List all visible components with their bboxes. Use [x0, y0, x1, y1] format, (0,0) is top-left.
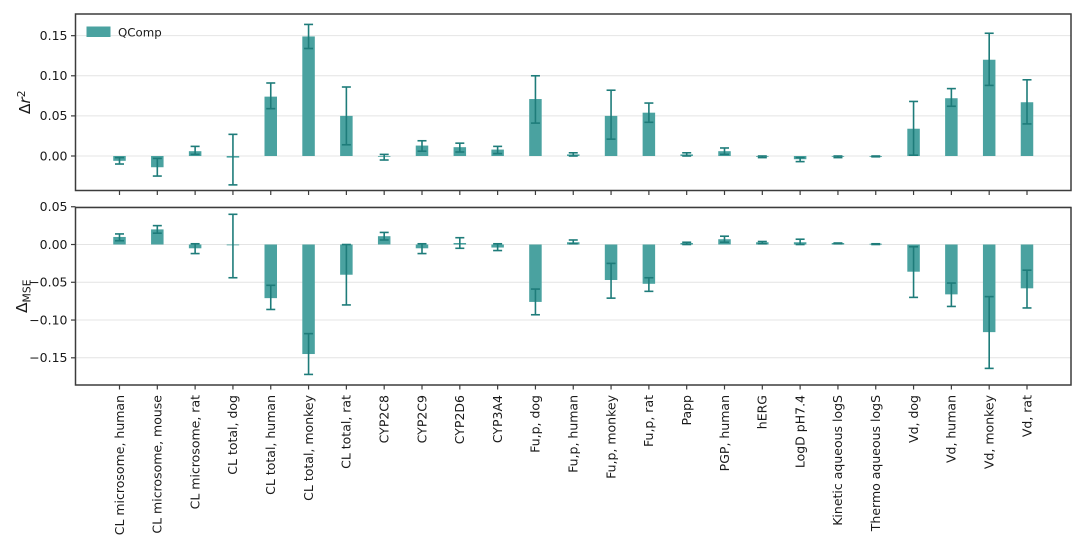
x-category-label: CL total, dog: [225, 395, 240, 475]
bar: [642, 244, 656, 284]
y-axis: 0.05 0.00 −0.05 −0.10 −0.15: [29, 199, 76, 365]
bar: [982, 244, 996, 333]
bottom-subplot: 0.05 0.00 −0.05 −0.10 −0.15 ΔMSE: [13, 199, 1072, 390]
legend: QComp: [86, 26, 162, 40]
y-tick-label: 0.15: [40, 28, 68, 43]
x-category-label: Fu,p, human: [566, 395, 581, 473]
x-category-label: hERG: [755, 395, 770, 429]
bar: [529, 99, 542, 157]
x-category-labels: CL microsome, human CL microsome, mouse CL…: [112, 394, 1035, 535]
y-tick-label: 0.05: [40, 108, 68, 123]
top-subplot: 0.00 0.05 0.10 0.15 Δr2: [15, 13, 1072, 195]
y-tick-label: 0.05: [40, 199, 68, 214]
x-ticks: [118, 385, 1028, 390]
y-axis-label: Δr2: [15, 90, 34, 114]
y-tick-label: −0.10: [29, 312, 67, 327]
bar: [302, 36, 315, 157]
y-axis-label: ΔMSE: [13, 279, 34, 313]
bar: [945, 98, 958, 157]
bar: [604, 244, 618, 281]
x-category-label: CYP2C9: [414, 395, 429, 443]
x-category-label: Fu,p, monkey: [603, 394, 618, 479]
bar: [642, 112, 656, 157]
y-tick-label: 0.10: [40, 68, 68, 83]
x-category-label: Vd, human: [944, 395, 959, 463]
x-category-label: Papp: [679, 395, 694, 426]
x-category-label: PGP, human: [717, 395, 732, 471]
x-category-label: Fu,p, rat: [641, 395, 656, 447]
gridlines: [75, 35, 1071, 157]
x-category-label: CL microsome, mouse: [150, 395, 165, 534]
bar: [302, 244, 315, 355]
x-category-label: Vd, monkey: [981, 394, 996, 469]
x-category-label: Vd, dog: [906, 395, 921, 443]
y-tick-label: 0.00: [40, 148, 68, 163]
x-category-label: CL microsome, human: [112, 395, 127, 535]
x-category-label: LogD pH7.4: [792, 395, 807, 468]
x-category-label: CL total, human: [263, 395, 278, 495]
legend-label: QComp: [118, 26, 162, 40]
error-bars: [115, 213, 1032, 376]
legend-swatch: [86, 26, 111, 37]
y-tick-label: −0.15: [29, 350, 67, 365]
x-category-label: CL total, monkey: [301, 394, 316, 500]
y-tick-label: −0.05: [29, 275, 67, 290]
bar: [1020, 244, 1034, 289]
error-bars: [115, 23, 1032, 186]
x-category-label: Vd, rat: [1019, 395, 1034, 437]
x-category-label: Kinetic aqueous logS: [830, 395, 845, 526]
bar: [945, 244, 958, 295]
x-category-label: CL total, rat: [339, 395, 354, 469]
bar: [982, 59, 996, 157]
x-category-label: CL microsome, rat: [187, 395, 202, 509]
bar: [1020, 102, 1034, 157]
x-category-label: CYP3A4: [490, 395, 505, 443]
y-tick-label: 0.00: [40, 237, 68, 252]
bar: [264, 96, 277, 157]
y-axis: 0.00 0.05 0.10 0.15: [40, 28, 76, 163]
x-category-label: CYP2C8: [376, 395, 391, 443]
x-category-label: Fu,p, dog: [528, 395, 543, 453]
x-category-label: CYP2D6: [452, 395, 467, 444]
x-category-label: Thermo aqueous logS: [868, 395, 883, 532]
x-ticks: [118, 190, 1028, 195]
bar: [529, 244, 542, 302]
